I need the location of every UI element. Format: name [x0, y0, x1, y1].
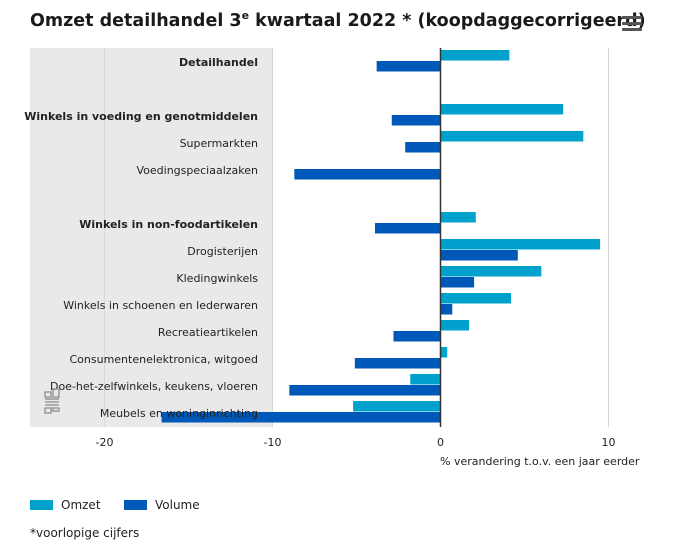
legend-item-omzet[interactable]: Omzet: [30, 498, 101, 512]
x-tick-label: -10: [264, 436, 282, 449]
bar-omzet-winkels-in-voeding-en-genotmiddelen: [440, 104, 564, 115]
title-prefix: Omzet detailhandel 3: [30, 10, 242, 31]
bar-omzet-winkels-in-schoenen-en-lederwaren: [440, 293, 512, 304]
bar-omzet-winkels-in-non-foodartikelen: [440, 212, 476, 223]
bar-volume-recreatieartikelen: [393, 331, 441, 342]
x-axis-label: % verandering t.o.v. een jaar eerder: [440, 455, 640, 468]
category-label: Winkels in non-foodartikelen: [79, 218, 258, 231]
bar-omzet-meubels-en-woninginrichting: [353, 401, 441, 412]
title-superscript: e: [241, 9, 250, 22]
chart-title: Omzet detailhandel 3e kwartaal 2022 * (k…: [30, 9, 646, 31]
label-panel: [30, 48, 272, 427]
category-label: Supermarkten: [180, 137, 258, 150]
bar-omzet-detailhandel: [440, 50, 510, 61]
legend-label-omzet: Omzet: [61, 498, 101, 512]
category-label: Meubels en woninginrichting: [100, 407, 258, 420]
legend-item-volume[interactable]: Volume: [124, 498, 200, 512]
category-label: Voedingspeciaalzaken: [136, 164, 258, 177]
category-label: Drogisterijen: [187, 245, 258, 258]
category-label: Winkels in voeding en genotmiddelen: [24, 110, 258, 123]
category-label: Kledingwinkels: [176, 272, 258, 285]
category-label: Detailhandel: [179, 56, 258, 69]
cbs-logo-icon: [44, 388, 60, 414]
x-tick-label: 10: [602, 436, 616, 449]
hamburger-menu-icon[interactable]: [622, 16, 642, 32]
legend-swatch-omzet: [30, 500, 53, 510]
category-label: Winkels in schoenen en lederwaren: [63, 299, 258, 312]
legend-swatch-volume: [124, 500, 147, 510]
bar-omzet-doe-het-zelfwinkels-keukens-vloeren: [410, 374, 441, 385]
bar-volume-drogisterijen: [440, 250, 518, 261]
bar-volume-meubels-en-woninginrichting: [161, 412, 441, 423]
bar-volume-winkels-in-non-foodartikelen: [374, 223, 441, 234]
footnote: *voorlopige cijfers: [30, 526, 140, 540]
x-tick-label: 0: [437, 436, 444, 449]
bar-omzet-consumentenelektronica-witgoed: [440, 347, 448, 358]
bar-volume-doe-het-zelfwinkels-keukens-vloeren: [289, 385, 441, 396]
bar-volume-supermarkten: [405, 142, 441, 153]
bar-volume-consumentenelektronica-witgoed: [354, 358, 441, 369]
bar-volume-winkels-in-voeding-en-genotmiddelen: [391, 115, 441, 126]
category-label: Doe-het-zelfwinkels, keukens, vloeren: [50, 380, 258, 393]
bar-chart: Detailhandel Winkels in voeding en genotm…: [24, 48, 640, 468]
bar-omzet-supermarkten: [440, 131, 584, 142]
category-label: Recreatieartikelen: [158, 326, 258, 339]
bar-volume-winkels-in-schoenen-en-lederwaren: [440, 304, 453, 315]
category-label: Consumentenelektronica, witgoed: [69, 353, 258, 366]
bar-volume-detailhandel: [376, 61, 441, 72]
bar-omzet-recreatieartikelen: [440, 320, 470, 331]
legend-label-volume: Volume: [155, 498, 200, 512]
x-tick-label: -20: [96, 436, 114, 449]
bar-volume-voedingspeciaalzaken: [294, 169, 441, 180]
bar-omzet-drogisterijen: [440, 239, 601, 250]
title-suffix: kwartaal 2022 * (koopdaggecorrigeerd): [249, 10, 646, 31]
bar-volume-kledingwinkels: [440, 277, 475, 288]
bar-omzet-kledingwinkels: [440, 266, 542, 277]
